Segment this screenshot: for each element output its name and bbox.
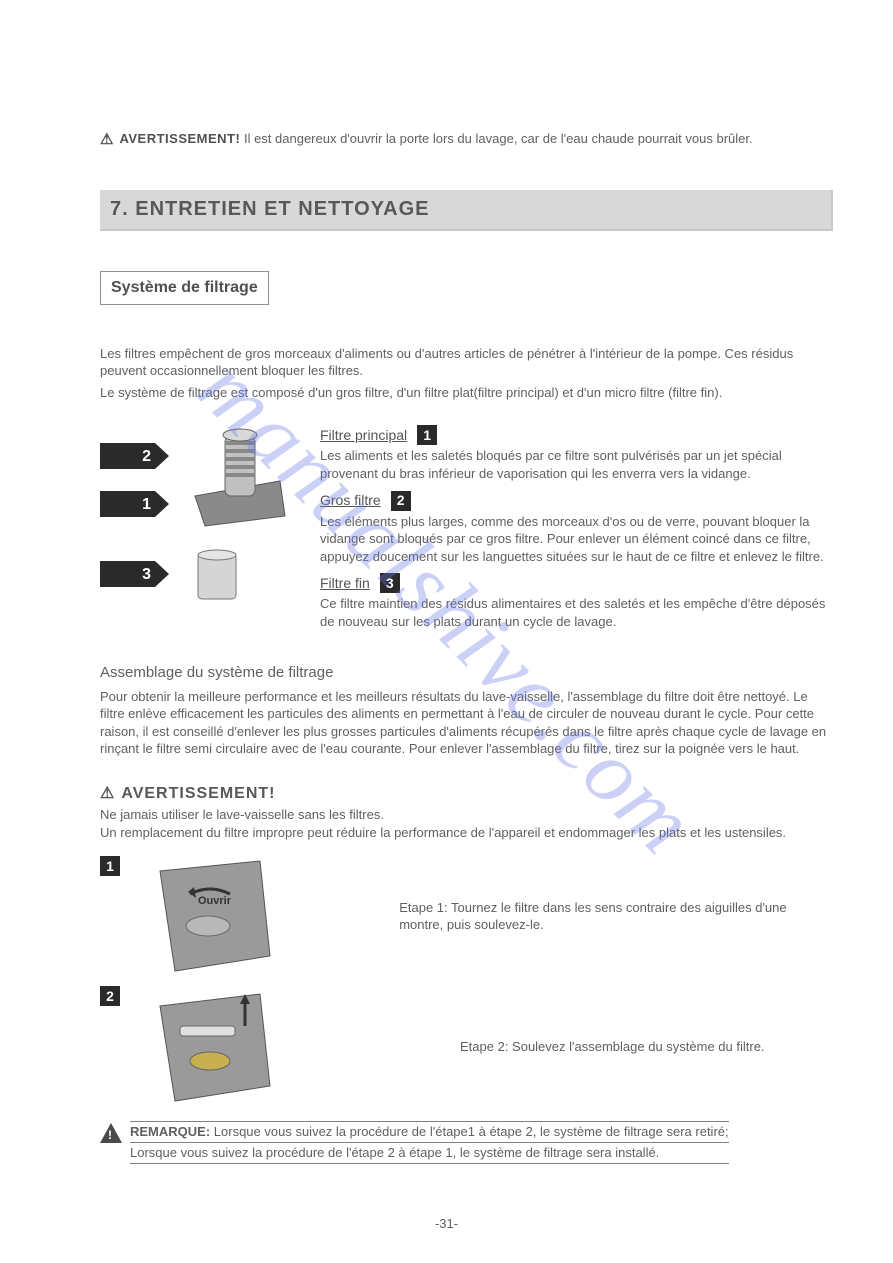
warning2-body: Ne jamais utiliser le lave-vaisselle san…	[100, 806, 833, 841]
fine-filter-image	[190, 546, 245, 606]
filter3-num: 3	[380, 573, 400, 593]
filter-assembly-image	[185, 421, 295, 531]
step-1-row: 1 Ouvrir Etape 1: Tournez le filtre dans…	[100, 856, 833, 976]
warning2-line2: Un remplacement du filtre impropre peut …	[100, 824, 833, 842]
filter-diagram: 2 1 3	[100, 421, 300, 621]
arrow-2: 2	[100, 443, 155, 469]
step1-image: Ouvrir	[130, 856, 280, 976]
top-warning: ⚠ AVERTISSEMENT! Il est dangereux d'ouvr…	[100, 130, 833, 150]
assembly-text: Pour obtenir la meilleure performance et…	[100, 688, 833, 758]
intro-p2: Le système de filtrage est composé d'un …	[100, 384, 833, 402]
remark-line1: Lorsque vous suivez la procédure de l'ét…	[210, 1124, 728, 1139]
step2-image	[130, 986, 280, 1106]
filter2-desc: Les éléments plus larges, comme des morc…	[320, 513, 833, 566]
filter3-name: Filtre fin	[320, 574, 370, 593]
warning2-label: AVERTISSEMENT!	[121, 783, 275, 805]
step1-text: Etape 1: Tournez le filtre dans les sens…	[399, 899, 833, 934]
remark-label: REMARQUE:	[130, 1124, 210, 1139]
filter3-desc: Ce filtre maintien des résidus alimentai…	[320, 595, 833, 630]
filter2-name: Gros filtre	[320, 491, 381, 510]
filter-descriptions: Filtre principal 1 Les aliments et les s…	[320, 421, 833, 638]
warning-icon: ⚠	[100, 130, 113, 150]
intro-block: Les filtres empêchent de gros morceaux d…	[100, 345, 833, 402]
remark-icon	[100, 1123, 122, 1143]
step1-img-label: Ouvrir	[198, 895, 232, 907]
page-number: -31-	[0, 1215, 893, 1233]
filter2-num: 2	[391, 491, 411, 511]
step1-num: 1	[100, 856, 120, 876]
warning2-heading: ⚠ AVERTISSEMENT!	[100, 783, 833, 805]
step-2-row: 2 Etape 2: Soulevez l'assemblage du syst…	[100, 986, 833, 1106]
remark-block: REMARQUE: Lorsque vous suivez la procédu…	[100, 1121, 833, 1163]
warning-text: Il est dangereux d'ouvrir la porte lors …	[240, 131, 752, 146]
filter1-desc: Les aliments et les saletés bloqués par …	[320, 447, 833, 482]
filter1-num: 1	[417, 425, 437, 445]
arrow-1: 1	[100, 491, 155, 517]
arrow-3: 3	[100, 561, 155, 587]
subsection-title: Système de filtrage	[100, 271, 269, 305]
step2-text: Etape 2: Soulevez l'assemblage du systèm…	[460, 1038, 765, 1056]
filter1-name: Filtre principal	[320, 426, 407, 445]
warning-icon: ⚠	[100, 783, 115, 805]
intro-p1: Les filtres empêchent de gros morceaux d…	[100, 345, 833, 380]
warning-label: AVERTISSEMENT!	[119, 131, 240, 146]
warning2-line1: Ne jamais utiliser le lave-vaisselle san…	[100, 806, 833, 824]
step2-num: 2	[100, 986, 120, 1006]
remark-line2: Lorsque vous suivez la procédure de l'ét…	[130, 1143, 729, 1164]
section-title: 7. ENTRETIEN ET NETTOYAGE	[100, 190, 833, 231]
assembly-title: Assemblage du système de filtrage	[100, 663, 833, 683]
